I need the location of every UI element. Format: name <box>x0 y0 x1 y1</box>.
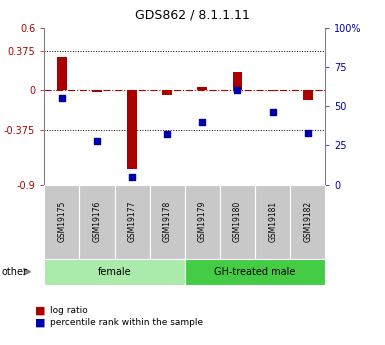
Text: GSM19176: GSM19176 <box>92 201 102 242</box>
Point <box>199 119 206 125</box>
Text: female: female <box>98 267 131 277</box>
Bar <box>268 90 278 91</box>
Text: GSM19177: GSM19177 <box>127 201 137 242</box>
Text: ■: ■ <box>35 306 45 315</box>
Text: GSM19179: GSM19179 <box>198 201 207 242</box>
Text: log ratio: log ratio <box>50 306 88 315</box>
Bar <box>198 87 207 90</box>
Bar <box>162 90 172 95</box>
Text: GDS862 / 8.1.1.11: GDS862 / 8.1.1.11 <box>135 9 250 22</box>
Bar <box>57 57 67 90</box>
Point <box>270 110 276 115</box>
Bar <box>127 90 137 169</box>
Text: other: other <box>2 267 28 277</box>
Point <box>129 174 135 179</box>
Text: percentile rank within the sample: percentile rank within the sample <box>50 318 203 327</box>
Point <box>59 96 65 101</box>
Point <box>94 138 100 144</box>
Bar <box>233 71 243 90</box>
Text: GSM19181: GSM19181 <box>268 201 277 242</box>
Text: GSM19182: GSM19182 <box>303 201 312 242</box>
Point <box>234 88 241 93</box>
Text: GSM19180: GSM19180 <box>233 201 242 242</box>
Text: ■: ■ <box>35 318 45 327</box>
Point <box>305 130 311 136</box>
Point <box>164 131 170 137</box>
Text: GSM19178: GSM19178 <box>163 201 172 242</box>
Bar <box>303 90 313 100</box>
Text: GSM19175: GSM19175 <box>57 201 66 242</box>
Bar <box>92 90 102 92</box>
Text: GH-treated male: GH-treated male <box>214 267 296 277</box>
